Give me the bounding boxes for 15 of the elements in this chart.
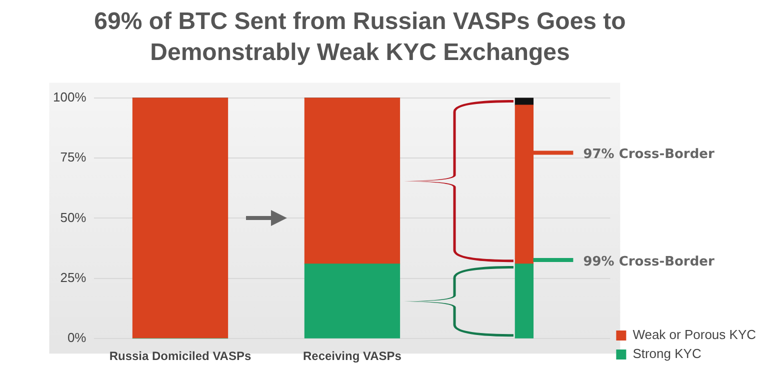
legend-label: Weak or Porous KYC bbox=[632, 327, 756, 342]
y-tick-label: 25% bbox=[60, 270, 87, 285]
y-tick-label: 0% bbox=[67, 330, 87, 346]
bar bbox=[304, 98, 400, 264]
annotation: 97% Cross-Border bbox=[583, 147, 715, 162]
legend-label: Strong KYC bbox=[632, 346, 702, 362]
x-tick-label: Receiving VASPs bbox=[302, 349, 402, 364]
annotation: 99% Cross-Border bbox=[583, 254, 715, 270]
y-tick-label: 75% bbox=[60, 150, 87, 165]
bar bbox=[132, 98, 228, 338]
y-tick-label: 50% bbox=[60, 210, 87, 225]
chart-title: 69% of BTC Sent from Russian VASPs Goes to Demonstrably Weak KYC Exchanges bbox=[93, 7, 627, 68]
y-tick-label: 100% bbox=[53, 89, 87, 104]
bar bbox=[304, 264, 400, 338]
x-tick-label: Russia Domiciled VASPs bbox=[109, 349, 252, 364]
